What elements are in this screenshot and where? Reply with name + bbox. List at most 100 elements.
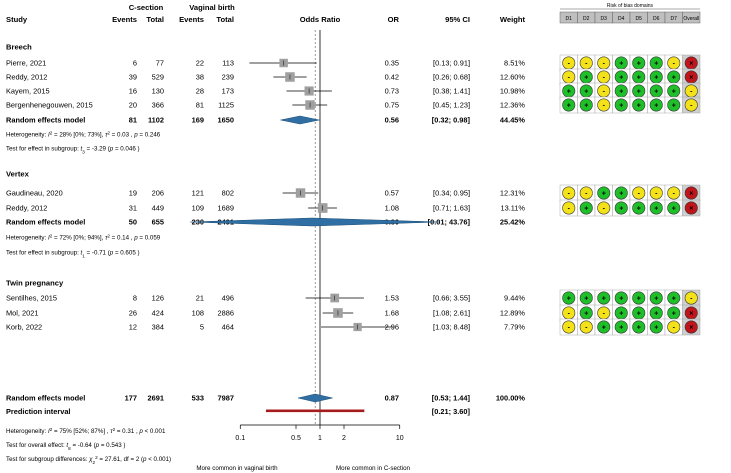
- total-vaginal: 173: [222, 87, 234, 96]
- subgroup-effect-test: Test for effect in subgroup: t1 = -0.71 …: [6, 250, 140, 259]
- or-value: 1.53: [385, 294, 399, 303]
- events-vaginal: 5: [200, 323, 204, 332]
- rob-symbol: -: [638, 191, 641, 198]
- or-header: OR: [388, 15, 400, 24]
- or-value: 0.73: [385, 87, 399, 96]
- x-tick-label: 2: [342, 435, 346, 442]
- rob-judgement-low: [649, 320, 663, 334]
- ci-value: [0.13; 0.91]: [433, 59, 470, 68]
- rob-judgement-some: [684, 291, 698, 305]
- study-name: Sentilhes, 2015: [6, 294, 57, 303]
- subgroup-summary-ci: [0.32; 0.98]: [432, 116, 471, 125]
- rob-symbol: +: [637, 75, 641, 82]
- rob-symbol: +: [654, 206, 658, 213]
- rob-symbol: -: [568, 191, 571, 198]
- rob-symbol: +: [602, 325, 606, 332]
- subgroup-heterogeneity: Heterogeneity: I2 = 28% [0%; 73%], τ2 = …: [6, 130, 161, 139]
- events-csection: 39: [129, 73, 137, 82]
- overall-weight: 100.00%: [496, 394, 526, 403]
- rob-symbol: +: [654, 103, 658, 110]
- events-csection: 8: [133, 294, 137, 303]
- rob-symbol: -: [568, 206, 571, 213]
- subgroup-summary-diamond: [280, 115, 320, 125]
- total-csection: 366: [152, 101, 164, 110]
- events-csection: 6: [133, 59, 137, 68]
- group-header: Breech: [6, 43, 32, 52]
- rob-symbol: -: [673, 191, 676, 198]
- subgroup-summary-total-vaginal: 1650: [218, 116, 234, 125]
- rob-symbol: +: [584, 206, 588, 213]
- rob-domain-d3: D3: [601, 16, 608, 22]
- ci-value: [0.26; 0.68]: [433, 73, 470, 82]
- subgroup-effect-test: Test for effect in subgroup: t3 = -3.29 …: [6, 146, 140, 155]
- events-vaginal: 28: [196, 87, 204, 96]
- study-header: Study: [6, 15, 28, 24]
- rob-judgement-some: [562, 186, 576, 200]
- rob-judgement-some: [562, 201, 576, 215]
- events-header-2: Events: [179, 15, 204, 24]
- rob-judgement-low: [667, 291, 681, 305]
- rob-symbol: +: [637, 61, 641, 68]
- study-name: Pierre, 2021: [6, 59, 46, 68]
- rob-judgement-low: [614, 291, 628, 305]
- rob-symbol: -: [585, 191, 588, 198]
- rob-symbol: +: [637, 89, 641, 96]
- rob-symbol: +: [584, 103, 588, 110]
- rob-judgement-some: [597, 98, 611, 112]
- events-vaginal: 38: [196, 73, 204, 82]
- rob-domain-d2: D2: [583, 16, 590, 22]
- csection-header: C-section: [129, 3, 164, 12]
- ci-value: [1.03; 8.48]: [433, 323, 470, 332]
- rob-symbol: +: [619, 206, 623, 213]
- odds-ratio-header: Odds Ratio: [300, 15, 341, 24]
- rob-symbol: +: [672, 206, 676, 213]
- subgroup-heterogeneity: Heterogeneity: I2 = 72% [0%; 94%], τ2 = …: [6, 233, 161, 242]
- ci-value: [0.71; 1.63]: [433, 204, 470, 213]
- overall-ci: [0.53; 1.44]: [432, 394, 471, 403]
- rob-judgement-low: [597, 320, 611, 334]
- rob-symbol: -: [585, 61, 588, 68]
- study-name: Reddy, 2012: [6, 204, 47, 213]
- total-csection: 77: [156, 59, 164, 68]
- prediction-label: Prediction interval: [6, 407, 70, 416]
- rob-symbol: +: [672, 311, 676, 318]
- rob-domain-d1: D1: [566, 16, 573, 22]
- rob-domain-d5: D5: [636, 16, 643, 22]
- rob-judgement-high: [684, 320, 698, 334]
- total-csection: 126: [152, 294, 164, 303]
- or-value: 0.57: [385, 189, 399, 198]
- events-csection: 26: [129, 309, 137, 318]
- total-vaginal: 239: [222, 73, 234, 82]
- overall-total-csection: 2691: [148, 394, 164, 403]
- rob-symbol: +: [637, 206, 641, 213]
- rob-domain-overall: Overall: [683, 16, 699, 22]
- subgroup-summary-diamond: [190, 217, 440, 227]
- study-name: Mol, 2021: [6, 309, 38, 318]
- overall-events-vaginal: 533: [192, 394, 204, 403]
- x-tick-label: 0.5: [291, 435, 301, 442]
- weight-value: 10.98%: [500, 87, 525, 96]
- rob-symbol: -: [568, 61, 571, 68]
- ci-value: [0.45; 1.23]: [433, 101, 470, 110]
- rob-symbol: +: [637, 311, 641, 318]
- subgroup-summary-label: Random effects model: [6, 116, 85, 125]
- weight-header: Weight: [500, 15, 526, 24]
- ci-value: [0.38; 1.41]: [433, 87, 470, 96]
- rob-judgement-low: [649, 291, 663, 305]
- rob-judgement-some: [597, 201, 611, 215]
- study-name: Bergenhenegouwen, 2015: [6, 101, 93, 110]
- total-vaginal: 113: [222, 59, 234, 68]
- events-vaginal: 21: [196, 294, 204, 303]
- overall-heterogeneity: Heterogeneity: I2 = 75% [52%; 87%] , τ2 …: [6, 427, 166, 436]
- rob-judgement-low: [614, 98, 628, 112]
- subgroup-summary-total-csection: 655: [152, 218, 164, 227]
- total-csection: 529: [152, 73, 164, 82]
- rob-judgement-low: [562, 98, 576, 112]
- or-value: 0.42: [385, 73, 399, 82]
- rob-judgement-some: [684, 98, 698, 112]
- total-csection: 449: [152, 204, 164, 213]
- rob-judgement-low: [562, 291, 576, 305]
- rob-symbol: ×: [689, 61, 693, 68]
- rob-symbol: +: [654, 311, 658, 318]
- rob-symbol: +: [584, 296, 588, 303]
